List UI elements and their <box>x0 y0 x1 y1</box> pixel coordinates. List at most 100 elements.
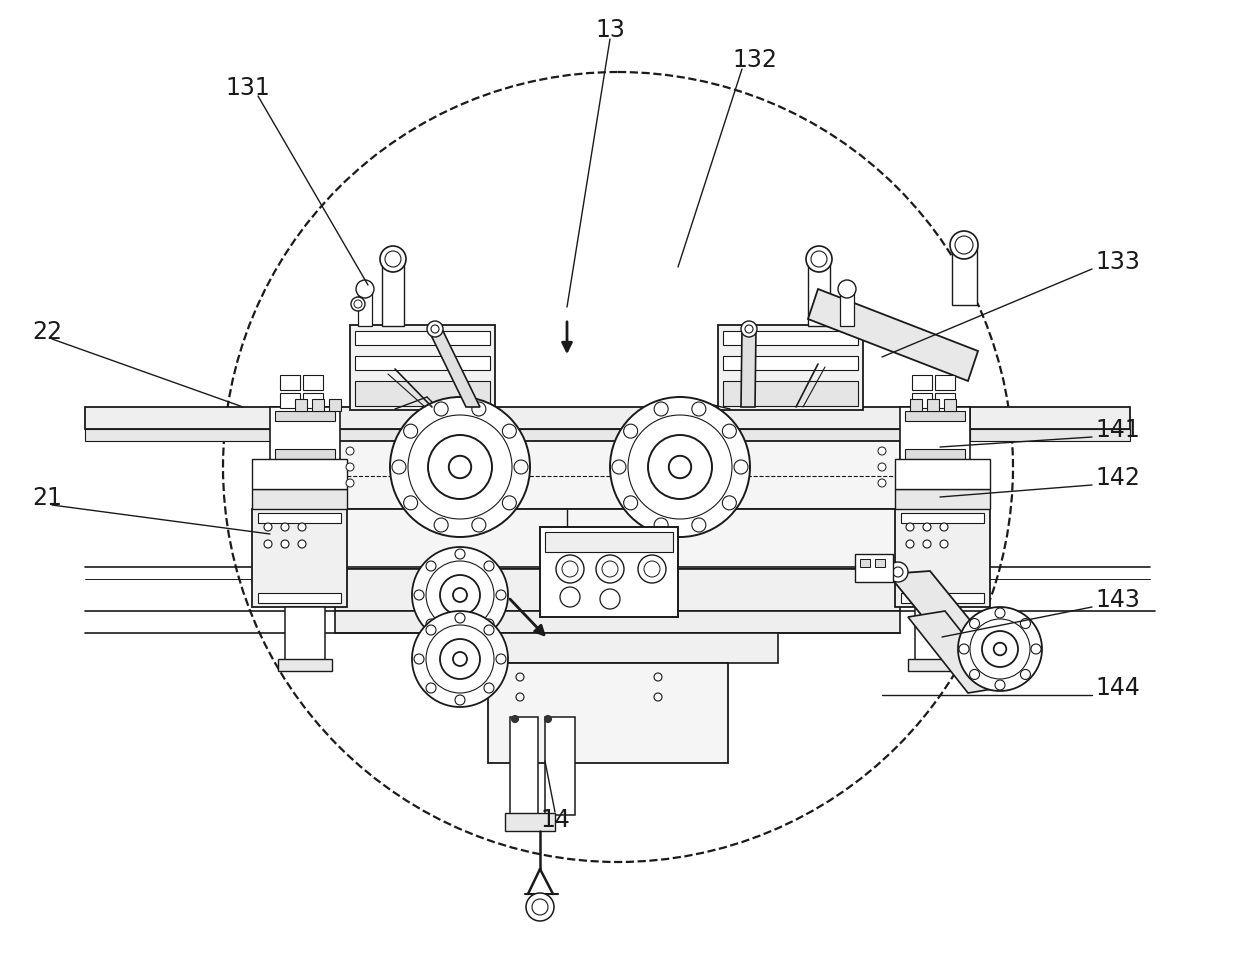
Circle shape <box>427 322 443 337</box>
Circle shape <box>888 562 908 582</box>
Bar <box>335 510 900 569</box>
Bar <box>901 514 985 523</box>
Circle shape <box>427 683 436 693</box>
Circle shape <box>878 479 887 488</box>
Polygon shape <box>428 330 480 408</box>
Bar <box>329 399 341 412</box>
Bar <box>355 332 490 346</box>
Circle shape <box>940 523 949 532</box>
Text: 14: 14 <box>541 807 570 831</box>
Bar <box>270 408 340 470</box>
Circle shape <box>455 696 465 705</box>
Circle shape <box>428 436 492 499</box>
Circle shape <box>742 322 756 337</box>
Bar <box>280 375 300 391</box>
Circle shape <box>455 631 465 641</box>
Bar <box>258 594 341 603</box>
Bar <box>295 399 308 412</box>
Text: 13: 13 <box>595 18 625 42</box>
Circle shape <box>970 618 980 629</box>
Circle shape <box>392 460 405 475</box>
Bar <box>278 659 332 671</box>
Bar <box>505 813 556 831</box>
Circle shape <box>414 590 424 600</box>
Bar <box>489 663 728 763</box>
Circle shape <box>404 425 418 438</box>
Circle shape <box>994 680 1004 690</box>
Circle shape <box>379 247 405 273</box>
Bar <box>908 659 962 671</box>
Bar <box>723 356 858 371</box>
Circle shape <box>440 639 480 679</box>
Circle shape <box>734 460 748 475</box>
Bar <box>303 375 322 391</box>
Circle shape <box>600 589 620 609</box>
Circle shape <box>994 608 1004 618</box>
Circle shape <box>356 281 374 298</box>
Circle shape <box>526 893 554 921</box>
Circle shape <box>434 518 448 533</box>
Circle shape <box>1021 670 1030 679</box>
Circle shape <box>639 556 666 583</box>
Circle shape <box>906 523 914 532</box>
Text: 143: 143 <box>1095 587 1140 612</box>
Bar <box>280 394 300 409</box>
Circle shape <box>484 619 494 629</box>
Bar <box>546 718 575 815</box>
Circle shape <box>692 518 706 533</box>
Circle shape <box>496 590 506 600</box>
Circle shape <box>970 670 980 679</box>
Bar <box>335 612 900 634</box>
Bar <box>861 559 870 567</box>
Bar <box>350 326 495 411</box>
Bar <box>910 399 923 412</box>
Circle shape <box>472 402 486 416</box>
Circle shape <box>414 655 424 664</box>
Bar <box>252 459 347 490</box>
Circle shape <box>455 614 465 623</box>
Bar <box>970 430 1130 441</box>
Bar <box>335 441 900 510</box>
Circle shape <box>655 518 668 533</box>
Circle shape <box>906 540 914 548</box>
Circle shape <box>838 281 856 298</box>
Circle shape <box>223 73 1013 862</box>
Circle shape <box>878 448 887 456</box>
Circle shape <box>346 448 353 456</box>
Bar <box>952 248 977 306</box>
Circle shape <box>412 612 508 707</box>
Circle shape <box>298 523 306 532</box>
Circle shape <box>484 683 494 693</box>
Circle shape <box>484 625 494 636</box>
Bar <box>718 326 863 411</box>
Bar <box>440 634 777 663</box>
Bar <box>808 262 830 327</box>
Text: 133: 133 <box>1095 250 1140 274</box>
Text: 141: 141 <box>1095 417 1140 441</box>
Bar <box>839 292 854 327</box>
Circle shape <box>455 550 465 559</box>
Bar <box>895 459 990 490</box>
Circle shape <box>351 297 365 312</box>
Circle shape <box>264 540 272 548</box>
Bar <box>911 394 932 409</box>
Circle shape <box>346 479 353 488</box>
Circle shape <box>959 644 968 655</box>
Circle shape <box>412 547 508 643</box>
Circle shape <box>434 402 448 416</box>
Bar <box>510 718 538 815</box>
Bar <box>285 607 325 662</box>
Circle shape <box>649 436 712 499</box>
Circle shape <box>1021 618 1030 629</box>
Bar <box>86 430 275 441</box>
Bar <box>856 555 893 582</box>
Circle shape <box>655 402 668 416</box>
Bar <box>928 399 939 412</box>
Text: 131: 131 <box>226 76 270 100</box>
Bar <box>944 399 956 412</box>
Circle shape <box>298 540 306 548</box>
Polygon shape <box>908 612 1004 693</box>
Circle shape <box>427 561 436 572</box>
Circle shape <box>544 716 552 722</box>
Circle shape <box>502 497 516 510</box>
